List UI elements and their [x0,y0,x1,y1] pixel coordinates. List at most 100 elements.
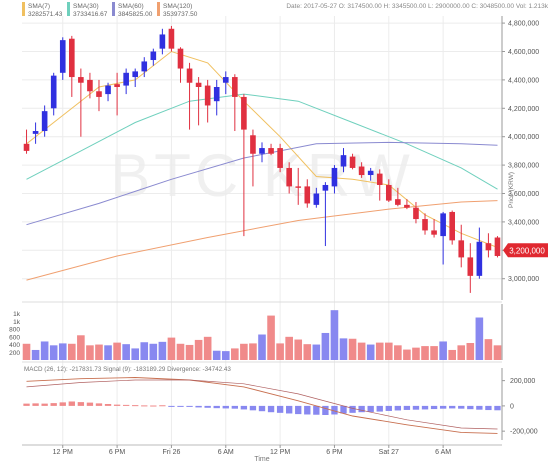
volume-bar[interactable] [122,344,130,360]
candle[interactable] [476,227,483,279]
candle[interactable] [232,74,238,132]
volume-bar[interactable] [194,339,203,360]
candle[interactable] [159,28,166,55]
candle[interactable] [268,143,274,156]
volume-bar[interactable] [68,343,76,360]
candle[interactable] [168,25,175,52]
volume-bar[interactable] [176,343,185,360]
candle[interactable] [222,71,229,95]
candle[interactable] [449,210,455,245]
volume-bar[interactable] [493,345,502,360]
candle[interactable] [286,162,292,194]
candle[interactable] [132,68,139,87]
volume-bar[interactable] [22,343,31,360]
candle[interactable] [150,48,157,66]
volume-bar[interactable] [276,343,284,360]
candle[interactable] [395,187,401,207]
candle[interactable] [50,72,57,116]
volume-bar[interactable] [267,315,275,360]
candle[interactable] [467,243,474,293]
volume-bar[interactable] [457,345,466,360]
volume-bar[interactable] [95,344,103,360]
candle[interactable] [322,182,329,247]
candle[interactable] [304,179,311,208]
volume-bar[interactable] [131,348,140,360]
volume-bar[interactable] [321,332,330,360]
volume-bar[interactable] [104,345,112,360]
volume-bar[interactable] [249,343,257,360]
volume-bar[interactable] [294,339,303,360]
candle[interactable] [431,219,437,238]
candle[interactable] [313,187,320,208]
volume-bar[interactable] [58,343,67,360]
candle[interactable] [440,211,446,265]
volume-bar[interactable] [448,349,456,360]
candle[interactable] [105,82,111,102]
candle[interactable] [295,167,302,205]
candle[interactable] [114,72,120,116]
volume-bar[interactable] [86,345,94,360]
volume-bar[interactable] [348,338,357,360]
volume-bar[interactable] [430,346,438,360]
volume-bar[interactable] [203,336,212,360]
candle[interactable] [385,179,392,203]
candle[interactable] [259,142,265,163]
volume-bar[interactable] [384,342,393,360]
candle[interactable] [376,169,383,201]
candle[interactable] [494,236,501,258]
volume-bar[interactable] [77,335,85,360]
volume-bar[interactable] [366,344,375,360]
volume-bar[interactable] [158,341,167,360]
volume-bar[interactable] [221,351,230,360]
candle[interactable] [195,77,202,126]
volume-bar[interactable] [285,336,293,360]
volume-bar[interactable] [185,344,194,360]
candle[interactable] [349,153,356,170]
candle[interactable] [358,162,365,178]
candle[interactable] [186,62,193,130]
volume-bar[interactable] [421,346,429,360]
candle[interactable] [96,79,102,112]
volume-bar[interactable] [212,350,221,360]
candle[interactable] [413,202,419,224]
volume-bar[interactable] [330,310,339,360]
candle[interactable] [241,94,247,237]
volume-bar[interactable] [394,345,402,360]
candle[interactable] [69,35,75,97]
candle[interactable] [41,105,48,137]
volume-bar[interactable] [403,349,411,360]
volume-bar[interactable] [375,342,384,360]
candle[interactable] [485,233,492,258]
candle[interactable] [59,37,66,80]
candle[interactable] [340,148,347,173]
candle[interactable] [213,79,220,116]
candle[interactable] [23,129,30,154]
volume-bar[interactable] [149,343,158,360]
candle[interactable] [177,47,184,83]
volume-bar[interactable] [258,334,266,360]
volume-bar[interactable] [439,341,447,360]
volume-bar[interactable] [484,339,493,360]
volume-bar[interactable] [240,343,248,360]
candle[interactable] [32,122,39,144]
volume-bar[interactable] [40,341,49,360]
volume-bar[interactable] [339,338,348,360]
volume-bar[interactable] [466,343,475,360]
volume-bar[interactable] [231,348,239,360]
candle[interactable] [78,68,84,137]
candle[interactable] [422,213,428,235]
volume-bar[interactable] [357,342,366,360]
volume-bar[interactable] [312,344,321,360]
candle[interactable] [277,143,283,173]
candle[interactable] [250,129,256,187]
volume-bar[interactable] [412,347,420,360]
candle[interactable] [331,165,338,194]
candle[interactable] [204,79,211,123]
candle[interactable] [87,72,93,99]
volume-bar[interactable] [167,337,176,360]
volume-bar[interactable] [475,317,484,360]
candle[interactable] [404,199,410,210]
candle[interactable] [458,224,465,268]
volume-bar[interactable] [113,342,121,360]
